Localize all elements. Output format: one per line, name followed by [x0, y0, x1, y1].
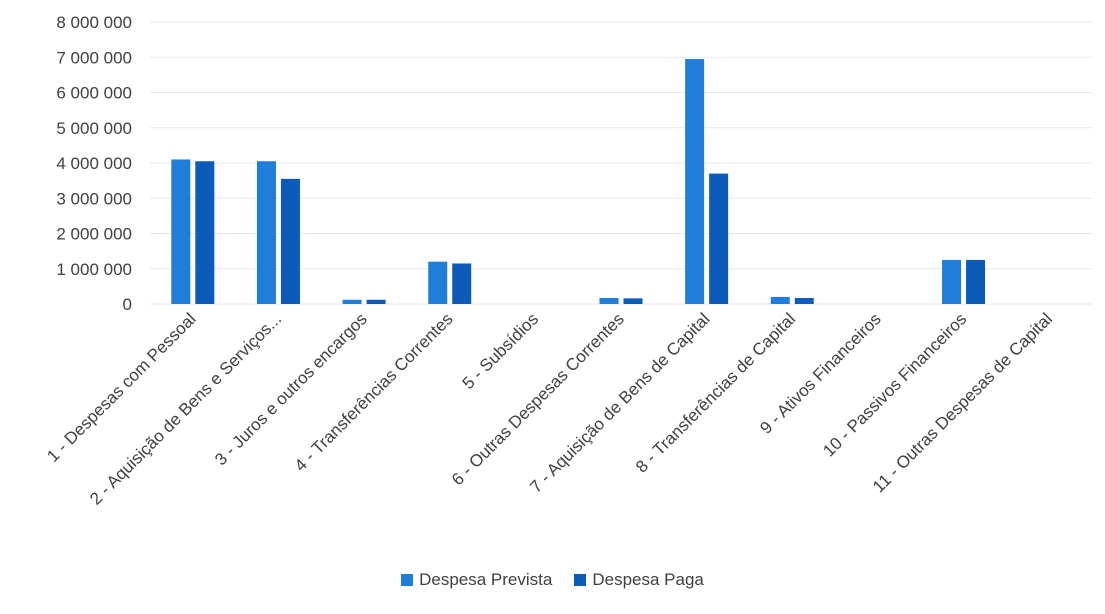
x-tick-label: 1 - Despesas com Pessoal [43, 309, 199, 465]
x-tick-label: 7 - Aquisição de Bens de Capital [526, 309, 713, 496]
x-tick-label: 2 - Aquisição de Bens e Serviços... [86, 309, 285, 508]
bars [171, 59, 986, 305]
bar-despesa-paga [966, 259, 986, 304]
y-tick-label: 1 000 000 [56, 260, 132, 279]
legend-label-despesa-prevista: Despesa Prevista [419, 570, 553, 589]
legend-swatch-despesa-prevista [401, 574, 414, 586]
y-tick-label: 2 000 000 [56, 225, 132, 244]
bar-despesa-paga [623, 298, 643, 304]
bar-despesa-paga [280, 178, 300, 304]
legend-swatch-despesa-paga [574, 574, 587, 586]
y-tick-label: 7 000 000 [56, 48, 132, 67]
legend-item-despesa-paga: Despesa Paga [574, 570, 704, 590]
x-tick-label: 8 - Transferências de Capital [632, 309, 799, 476]
y-axis: 0 1 000 000 2 000 000 3 000 000 4 000 000 5 0… [56, 13, 132, 314]
y-tick-label: 6 000 000 [56, 84, 132, 103]
legend-label-despesa-paga: Despesa Paga [592, 570, 704, 589]
bar-despesa-prevista [256, 161, 276, 304]
bar-despesa-prevista [685, 59, 705, 305]
bar-despesa-prevista [942, 259, 962, 304]
legend: Despesa Prevista Despesa Paga [0, 570, 1105, 590]
x-tick-label: 3 - Juros e outros encargos [211, 309, 371, 469]
bar-despesa-prevista [171, 159, 191, 304]
bar-despesa-paga [195, 161, 215, 304]
bar-despesa-paga [366, 299, 386, 304]
bar-despesa-paga [794, 298, 814, 304]
bar-despesa-prevista [428, 261, 448, 304]
x-tick-label: 10 - Passivos Financeiros [819, 309, 970, 460]
bar-despesa-prevista [599, 298, 619, 304]
x-tick-label: 11 - Outras Despesas de Capital [869, 309, 1056, 496]
y-tick-label: 8 000 000 [56, 13, 132, 32]
legend-item-despesa-prevista: Despesa Prevista [401, 570, 552, 590]
gridlines [150, 21, 1092, 305]
x-tick-label: 5 - Subsídios [459, 309, 543, 393]
bar-despesa-prevista [342, 299, 362, 304]
y-tick-label: 4 000 000 [56, 154, 132, 173]
bar-despesa-paga [709, 173, 729, 304]
x-tick-label: 4 - Transferências Correntes [291, 309, 457, 475]
y-tick-label: 0 [123, 295, 132, 314]
x-tick-label: 6 - Outras Despesas Correntes [448, 309, 628, 489]
bar-despesa-prevista [770, 296, 790, 304]
bar-despesa-paga [452, 263, 472, 304]
y-tick-label: 3 000 000 [56, 189, 132, 208]
y-tick-label: 5 000 000 [56, 119, 132, 138]
